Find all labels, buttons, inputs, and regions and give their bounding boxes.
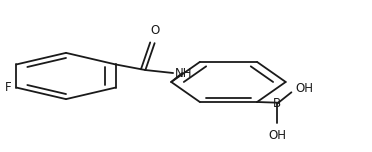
Text: OH: OH bbox=[268, 129, 286, 142]
Text: O: O bbox=[150, 24, 159, 37]
Text: B: B bbox=[273, 97, 282, 110]
Text: OH: OH bbox=[295, 82, 313, 95]
Text: F: F bbox=[5, 81, 12, 94]
Text: NH: NH bbox=[175, 67, 192, 79]
